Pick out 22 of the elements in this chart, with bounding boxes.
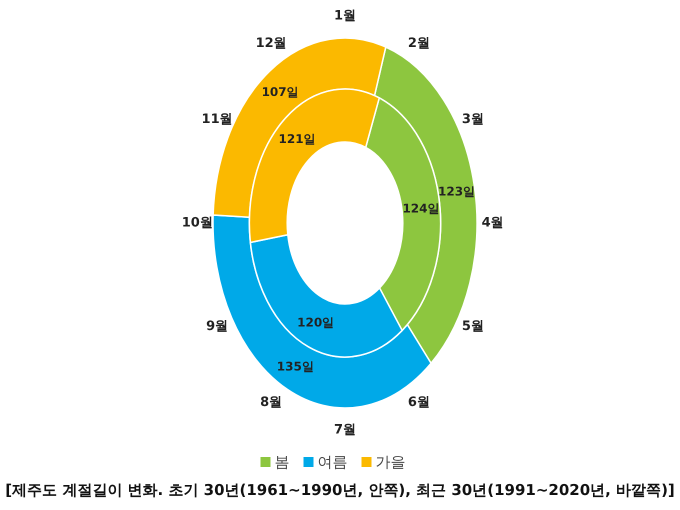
legend-label: 봄: [274, 453, 290, 471]
text: 4월: [482, 216, 504, 230]
text: 9월: [206, 319, 228, 334]
data-label: 135일: [276, 359, 314, 374]
legend-label: 여름: [318, 453, 348, 471]
legend-label: 가을: [376, 453, 406, 471]
text: 3월: [462, 112, 484, 127]
text: 6월: [408, 394, 430, 410]
text: 7월: [334, 422, 356, 438]
text: [제주도 계절길이 변화. 초기 30년(1961~1990년, 안쪽), 최근 30년(1991~2020년, 바깥쪽)]: [5, 481, 675, 499]
data-label: 123일: [438, 184, 476, 199]
text: 2월: [408, 36, 430, 52]
text: 10월: [182, 216, 213, 230]
data-label: 121일: [278, 132, 316, 146]
text: 1월: [334, 8, 356, 24]
text: 5월: [462, 319, 484, 334]
data-label: 107일: [262, 84, 299, 99]
data-label: 124일: [402, 201, 440, 216]
data-label: 120일: [297, 315, 334, 330]
text: 8월: [260, 394, 282, 410]
text: 11월: [202, 112, 233, 127]
text: 12월: [256, 36, 287, 52]
